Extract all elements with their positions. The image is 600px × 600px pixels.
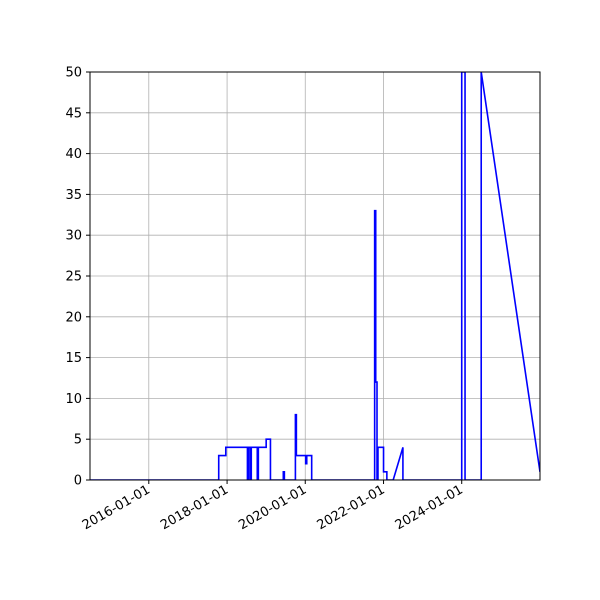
y-tick-label: 10 <box>65 392 82 407</box>
y-tick-label: 30 <box>65 229 82 244</box>
y-tick-label: 5 <box>74 433 82 448</box>
y-tick-label: 0 <box>74 474 82 489</box>
y-tick-label: 50 <box>65 66 82 81</box>
series-line <box>90 72 540 480</box>
y-tick-label: 45 <box>65 106 82 121</box>
y-axis: 0 5 10 15 20 25 30 35 40 45 50 <box>65 66 90 489</box>
series-layer <box>90 72 540 480</box>
y-tick-label: 40 <box>65 147 82 162</box>
y-tick-label: 35 <box>65 188 82 203</box>
y-tick-label: 15 <box>65 351 82 366</box>
y-tick-label: 25 <box>65 270 82 285</box>
y-tick-label: 20 <box>65 310 82 325</box>
